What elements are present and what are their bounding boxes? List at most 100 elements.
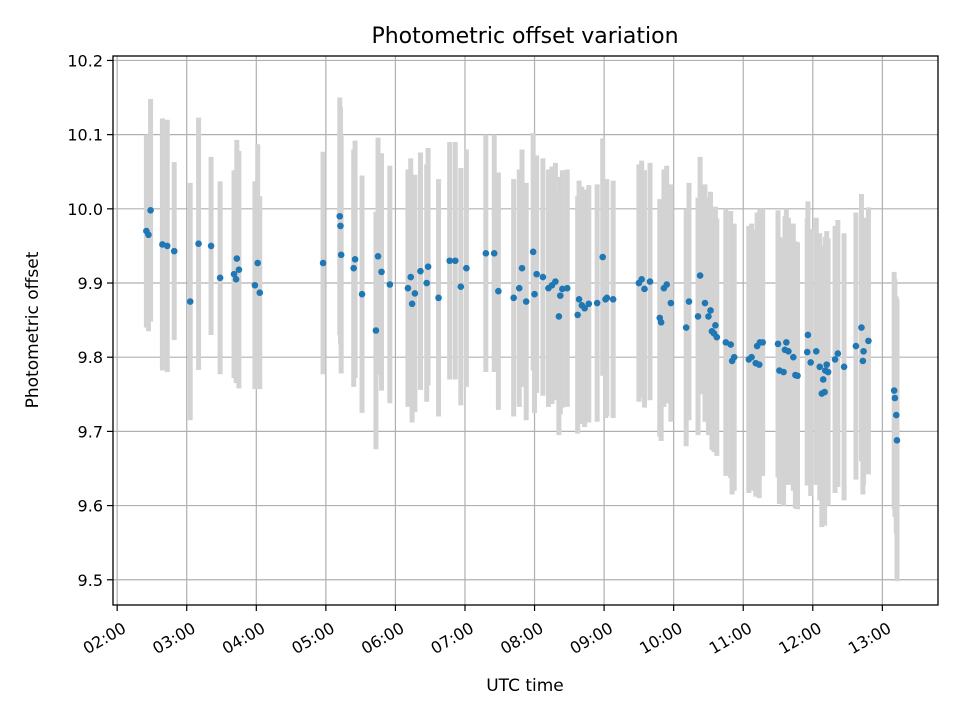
- data-point: [730, 353, 738, 361]
- data-point: [685, 298, 693, 305]
- data-point: [821, 388, 828, 396]
- data-point: [707, 307, 714, 314]
- y-tick-label: 9.8: [78, 348, 103, 367]
- data-point: [807, 359, 815, 366]
- data-point: [404, 284, 412, 292]
- data-point: [254, 259, 261, 267]
- data-point: [783, 339, 790, 346]
- data-point: [522, 298, 530, 305]
- data-point: [824, 368, 832, 376]
- data-point: [713, 333, 721, 341]
- data-point: [663, 281, 671, 288]
- data-point: [556, 292, 564, 299]
- data-point: [865, 337, 872, 345]
- data-point: [337, 222, 344, 230]
- data-point: [408, 300, 416, 308]
- data-point: [785, 347, 792, 355]
- data-point: [411, 290, 419, 297]
- data-point: [145, 231, 152, 239]
- y-tick-label: 10.0: [67, 200, 103, 219]
- data-point: [858, 324, 865, 331]
- data-point: [682, 324, 690, 331]
- data-point: [599, 253, 607, 261]
- data-point: [529, 248, 537, 256]
- data-point: [563, 284, 571, 292]
- data-point: [319, 259, 327, 267]
- data-point: [593, 299, 601, 307]
- data-point: [195, 240, 202, 247]
- data-point: [831, 356, 839, 363]
- data-point: [451, 257, 459, 265]
- data-point: [417, 267, 424, 275]
- data-point: [446, 257, 453, 265]
- chart-title: Photometric offset variation: [371, 24, 678, 49]
- y-tick-label: 9.7: [78, 422, 103, 441]
- plot-frame: [112, 55, 939, 606]
- data-point: [533, 270, 540, 278]
- data-point: [819, 376, 827, 383]
- data-point: [803, 348, 811, 356]
- data-point: [372, 327, 380, 334]
- data-point: [230, 270, 238, 278]
- data-point: [170, 247, 178, 255]
- data-point: [233, 255, 241, 262]
- data-point: [755, 361, 763, 368]
- data-point: [351, 255, 359, 263]
- data-point: [539, 273, 547, 281]
- data-point: [759, 339, 767, 346]
- data-point: [834, 350, 842, 357]
- data-point: [585, 300, 593, 308]
- data-point: [463, 264, 470, 272]
- data-point: [804, 331, 812, 339]
- data-point: [552, 278, 559, 285]
- data-point: [374, 253, 382, 260]
- y-tick-label: 10.1: [67, 126, 103, 145]
- data-point: [555, 313, 563, 320]
- y-tick-label: 9.9: [78, 274, 103, 293]
- data-point: [646, 278, 654, 285]
- data-point: [358, 290, 366, 298]
- data-point: [727, 341, 735, 348]
- data-point: [232, 276, 240, 283]
- data-point: [696, 272, 704, 279]
- data-point: [860, 347, 867, 355]
- data-point: [424, 263, 432, 270]
- data-point: [891, 394, 899, 402]
- data-point: [482, 250, 490, 257]
- data-point: [694, 313, 702, 320]
- data-point: [823, 361, 831, 368]
- data-point: [609, 296, 617, 303]
- data-point: [890, 387, 898, 394]
- data-point: [490, 250, 498, 257]
- data-point: [235, 266, 243, 273]
- y-tick-label: 9.5: [78, 571, 103, 590]
- data-point: [603, 294, 611, 302]
- x-axis-label: UTC time: [486, 676, 564, 696]
- data-point: [701, 299, 709, 307]
- y-tick-label: 10.2: [67, 51, 103, 70]
- data-point: [748, 353, 755, 361]
- data-point: [515, 284, 523, 292]
- data-point: [575, 296, 583, 303]
- data-point: [852, 342, 860, 350]
- data-point: [256, 289, 264, 296]
- data-point: [407, 273, 415, 281]
- data-point: [574, 311, 581, 319]
- y-axis-label: Photometric offset: [23, 251, 43, 408]
- data-point: [893, 437, 901, 444]
- data-point: [559, 285, 566, 293]
- data-point: [641, 285, 648, 293]
- data-point: [712, 322, 719, 329]
- data-point: [812, 347, 820, 355]
- data-point: [794, 372, 801, 380]
- data-point: [705, 313, 712, 320]
- data-point: [163, 242, 171, 250]
- data-point: [892, 411, 900, 419]
- data-points: [143, 207, 901, 444]
- data-point: [667, 299, 675, 307]
- data-point: [531, 290, 538, 298]
- data-point: [336, 212, 344, 220]
- data-point: [816, 363, 824, 371]
- data-point: [657, 319, 665, 326]
- data-point: [859, 357, 867, 365]
